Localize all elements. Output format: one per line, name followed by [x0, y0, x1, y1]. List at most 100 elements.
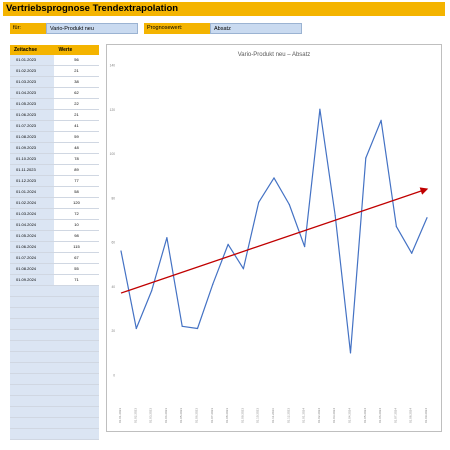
empty-table-row[interactable]	[10, 319, 99, 330]
value-cell[interactable]: 21	[54, 66, 99, 76]
empty-cell[interactable]	[10, 418, 54, 428]
value-cell[interactable]: 77	[54, 176, 99, 186]
empty-table-row[interactable]	[10, 330, 99, 341]
empty-cell[interactable]	[10, 286, 54, 296]
table-row: 01.10.2023 78	[10, 154, 99, 165]
table-row: 01.07.2023 41	[10, 121, 99, 132]
value-cell[interactable]: 56	[54, 55, 99, 65]
value-cell[interactable]: 98	[54, 231, 99, 241]
date-cell[interactable]: 01.11.2023	[10, 165, 54, 175]
empty-cell[interactable]	[10, 308, 54, 318]
date-cell[interactable]: 01.09.2024	[10, 275, 54, 285]
empty-cell[interactable]	[54, 319, 99, 329]
value-cell[interactable]: 22	[54, 99, 99, 109]
date-cell[interactable]: 01.04.2024	[10, 220, 54, 230]
date-cell[interactable]: 01.07.2024	[10, 253, 54, 263]
date-cell[interactable]: 01.06.2023	[10, 110, 54, 120]
empty-cell[interactable]	[54, 308, 99, 318]
date-cell[interactable]: 01.12.2023	[10, 176, 54, 186]
date-cell[interactable]: 01.03.2024	[10, 209, 54, 219]
value-cell[interactable]: 62	[54, 88, 99, 98]
empty-table-row[interactable]	[10, 352, 99, 363]
empty-cell[interactable]	[54, 286, 99, 296]
date-cell[interactable]: 01.07.2023	[10, 121, 54, 131]
date-cell[interactable]: 01.10.2023	[10, 154, 54, 164]
empty-cell[interactable]	[10, 429, 54, 439]
date-cell[interactable]: 01.03.2023	[10, 77, 54, 87]
empty-table-row[interactable]	[10, 385, 99, 396]
empty-cell[interactable]	[10, 330, 54, 340]
empty-cell[interactable]	[10, 319, 54, 329]
date-cell[interactable]: 01.04.2023	[10, 88, 54, 98]
empty-cell[interactable]	[54, 385, 99, 395]
date-cell[interactable]: 01.09.2023	[10, 143, 54, 153]
date-cell[interactable]: 01.02.2023	[10, 66, 54, 76]
table-row: 01.04.2023 62	[10, 88, 99, 99]
date-cell[interactable]: 01.02.2024	[10, 198, 54, 208]
value-cell[interactable]: 10	[54, 220, 99, 230]
empty-cell[interactable]	[54, 374, 99, 384]
empty-cell[interactable]	[54, 407, 99, 417]
empty-cell[interactable]	[54, 429, 99, 439]
x-tick-label: 01.07.2024	[393, 408, 397, 423]
value-cell[interactable]: 55	[54, 264, 99, 274]
empty-cell[interactable]	[54, 330, 99, 340]
x-tick-label: 01.03.2023	[149, 408, 153, 423]
product-field[interactable]: Vario-Produkt neu	[46, 23, 138, 34]
value-cell[interactable]: 115	[54, 242, 99, 252]
value-cell[interactable]: 71	[54, 275, 99, 285]
table-row: 01.09.2024 71	[10, 275, 99, 286]
value-cell[interactable]: 58	[54, 187, 99, 197]
empty-cell[interactable]	[54, 363, 99, 373]
value-cell[interactable]: 72	[54, 209, 99, 219]
value-cell[interactable]: 89	[54, 165, 99, 175]
empty-cell[interactable]	[54, 341, 99, 351]
date-cell[interactable]: 01.01.2024	[10, 187, 54, 197]
empty-table-row[interactable]	[10, 297, 99, 308]
value-cell[interactable]: 59	[54, 132, 99, 142]
empty-table-row[interactable]	[10, 308, 99, 319]
date-cell[interactable]: 01.05.2024	[10, 231, 54, 241]
empty-cell[interactable]	[10, 385, 54, 395]
date-cell[interactable]: 01.08.2023	[10, 132, 54, 142]
empty-cell[interactable]	[54, 297, 99, 307]
empty-cell[interactable]	[10, 297, 54, 307]
value-cell[interactable]: 21	[54, 110, 99, 120]
value-cell[interactable]: 78	[54, 154, 99, 164]
empty-cell[interactable]	[10, 352, 54, 362]
empty-table-row[interactable]	[10, 396, 99, 407]
table-row: 01.06.2023 21	[10, 110, 99, 121]
value-cell[interactable]: 67	[54, 253, 99, 263]
empty-table-row[interactable]	[10, 374, 99, 385]
empty-cell[interactable]	[10, 374, 54, 384]
date-cell[interactable]: 01.01.2023	[10, 55, 54, 65]
empty-table-row[interactable]	[10, 407, 99, 418]
x-tick-label: 01.05.2024	[363, 408, 367, 423]
date-cell[interactable]: 01.08.2024	[10, 264, 54, 274]
date-cell[interactable]: 01.06.2024	[10, 242, 54, 252]
prognose-field[interactable]: Absatz	[210, 23, 302, 34]
empty-cell[interactable]	[54, 352, 99, 362]
table-row: 01.11.2023 89	[10, 165, 99, 176]
data-point	[395, 226, 397, 228]
empty-table-row[interactable]	[10, 429, 99, 440]
empty-cell[interactable]	[10, 363, 54, 373]
empty-cell[interactable]	[10, 341, 54, 351]
value-cell[interactable]: 120	[54, 198, 99, 208]
value-cell[interactable]: 41	[54, 121, 99, 131]
empty-cell[interactable]	[54, 418, 99, 428]
empty-cell[interactable]	[10, 407, 54, 417]
y-tick-label: 120	[110, 108, 116, 112]
value-cell[interactable]: 38	[54, 77, 99, 87]
table-row: 01.09.2023 48	[10, 143, 99, 154]
empty-table-row[interactable]	[10, 363, 99, 374]
date-cell[interactable]: 01.05.2023	[10, 99, 54, 109]
chart-area[interactable]: Vario-Produkt neu – Absatz 0 20 40 60 80 100 12…	[106, 44, 442, 432]
empty-table-row[interactable]	[10, 286, 99, 297]
empty-table-row[interactable]	[10, 341, 99, 352]
value-cell[interactable]: 48	[54, 143, 99, 153]
empty-cell[interactable]	[10, 396, 54, 406]
empty-table-row[interactable]	[10, 418, 99, 429]
x-tick-label: 01.09.2023	[240, 408, 244, 423]
empty-cell[interactable]	[54, 396, 99, 406]
